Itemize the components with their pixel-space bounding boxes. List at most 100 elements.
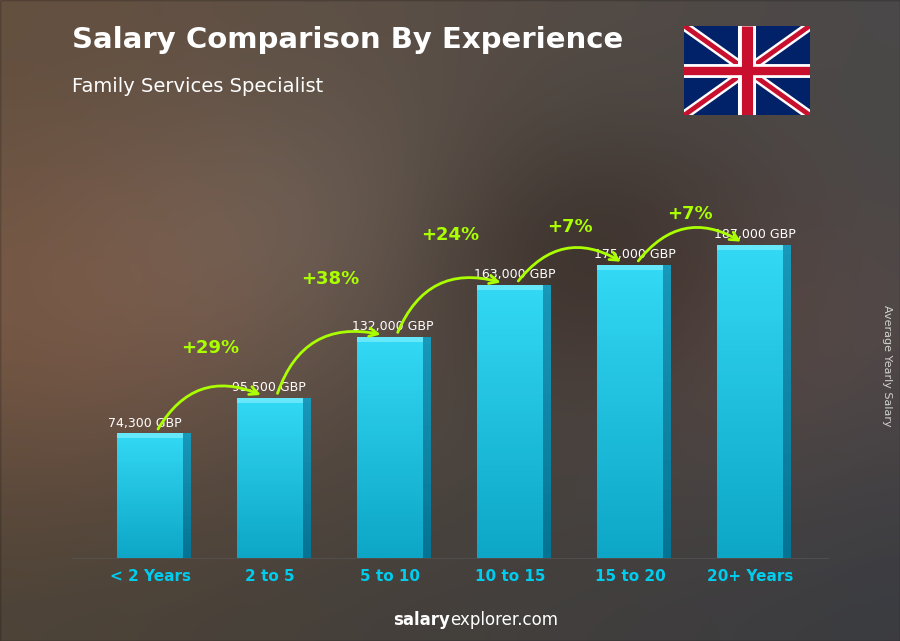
Bar <box>117 553 183 555</box>
Text: 132,000 GBP: 132,000 GBP <box>352 320 433 333</box>
Bar <box>303 424 310 430</box>
Bar <box>477 427 543 432</box>
Bar <box>663 421 670 431</box>
Bar <box>477 481 543 487</box>
Bar <box>717 495 783 501</box>
Bar <box>117 444 183 446</box>
Bar <box>717 426 783 433</box>
Bar <box>183 549 191 554</box>
Bar <box>717 376 783 383</box>
Bar <box>117 530 183 533</box>
Bar <box>543 503 551 512</box>
Bar <box>597 388 663 394</box>
Bar <box>423 462 431 469</box>
Bar <box>183 520 191 524</box>
Bar <box>543 385 551 394</box>
Bar <box>117 520 183 523</box>
Bar <box>303 478 310 483</box>
Bar <box>783 308 791 318</box>
Bar <box>357 492 423 496</box>
Bar <box>237 446 303 449</box>
Bar <box>117 478 183 481</box>
Bar <box>663 470 670 479</box>
Bar <box>663 353 670 363</box>
Bar <box>303 510 310 515</box>
Bar <box>783 297 791 308</box>
Bar <box>237 468 303 471</box>
Bar <box>357 469 423 474</box>
Bar <box>357 456 423 460</box>
Bar <box>597 341 663 347</box>
Bar <box>597 306 663 312</box>
Bar <box>423 425 431 433</box>
Bar <box>477 547 543 552</box>
Bar <box>117 518 183 520</box>
Bar <box>237 430 303 433</box>
Bar <box>477 362 543 367</box>
Bar <box>597 353 663 359</box>
Bar <box>663 304 670 314</box>
Bar <box>183 495 191 500</box>
Bar <box>717 401 783 408</box>
Bar <box>543 358 551 367</box>
Bar <box>597 376 663 382</box>
Bar <box>597 288 663 294</box>
Bar <box>183 479 191 483</box>
Bar <box>303 553 310 558</box>
Bar <box>717 470 783 476</box>
Bar <box>237 440 303 443</box>
Bar <box>303 462 310 467</box>
Bar <box>477 421 543 427</box>
Bar <box>117 490 183 493</box>
Bar <box>717 295 783 301</box>
Bar <box>303 520 310 526</box>
Bar <box>783 401 791 412</box>
Bar <box>357 394 423 399</box>
Bar <box>357 438 423 443</box>
Bar <box>357 553 423 558</box>
Bar <box>117 468 183 470</box>
Bar <box>237 427 303 430</box>
Text: +24%: +24% <box>421 226 479 244</box>
Bar <box>717 508 783 514</box>
Bar <box>183 433 191 438</box>
Bar <box>357 518 423 522</box>
Bar <box>183 500 191 504</box>
Bar <box>117 495 183 498</box>
Bar <box>237 474 303 478</box>
Bar <box>303 398 310 403</box>
Bar <box>597 481 663 487</box>
Bar <box>783 381 791 391</box>
Bar <box>543 540 551 549</box>
Bar <box>663 548 670 558</box>
Bar <box>783 506 791 516</box>
Bar <box>597 517 663 522</box>
Bar <box>477 334 543 340</box>
Bar <box>303 531 310 537</box>
Bar <box>423 410 431 418</box>
Bar <box>117 498 183 501</box>
Bar <box>783 370 791 381</box>
Bar <box>477 552 543 558</box>
Bar <box>117 506 183 508</box>
Bar <box>303 504 310 510</box>
Bar <box>597 423 663 429</box>
Bar <box>477 367 543 372</box>
Bar <box>477 508 543 514</box>
Bar <box>783 443 791 453</box>
Bar <box>357 337 423 342</box>
Bar <box>663 343 670 353</box>
Bar <box>477 410 543 416</box>
Bar <box>117 547 183 550</box>
Bar <box>597 382 663 388</box>
Bar <box>237 542 303 545</box>
Bar <box>117 453 183 456</box>
Bar <box>357 429 423 434</box>
Bar <box>237 548 303 551</box>
Bar <box>597 294 663 300</box>
Bar <box>543 549 551 558</box>
Bar <box>597 417 663 423</box>
Bar <box>237 398 303 401</box>
Bar <box>717 439 783 445</box>
Bar <box>543 340 551 349</box>
